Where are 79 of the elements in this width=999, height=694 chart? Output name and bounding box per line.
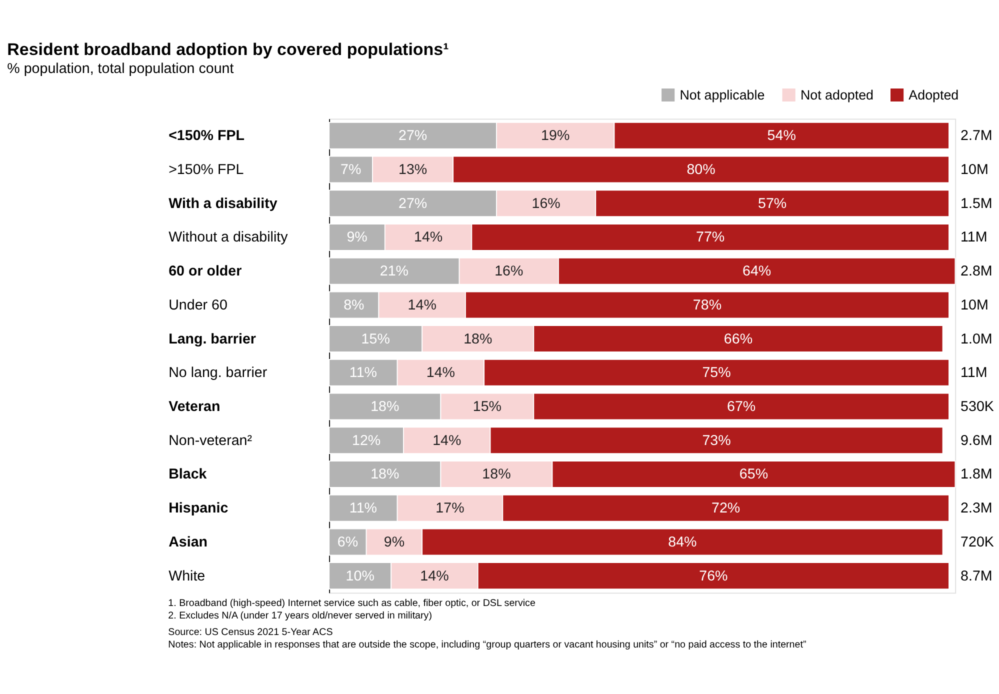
data-label: 18% [370,466,400,483]
data-label: 72% [712,500,740,517]
data-label: 14% [432,432,462,449]
data-label: 15% [472,398,502,415]
data-label: 6% [337,534,358,550]
y-tick-label: Without a disability [168,230,289,246]
data-label: 19% [541,128,570,144]
data-label: 78% [692,297,722,314]
y2-tick-label: 8.7M [960,568,992,584]
y2-tick-label: 1.0M [960,331,992,348]
y-tick-label: With a disability [168,196,278,212]
data-label: 11% [349,365,378,382]
data-label: 13% [398,162,428,178]
data-label: 27% [398,128,428,144]
y2-tick-label: 2.8M [960,264,992,280]
y2-tick-label: 10M [960,297,988,314]
data-label: 76% [699,568,728,584]
data-label: 14% [420,568,450,584]
y-tick-label: Non-veteran² [168,432,252,449]
data-label: 18% [464,331,492,348]
data-label: 27% [398,196,428,212]
data-label: 64% [742,264,772,280]
data-label: 84% [668,534,698,550]
data-label: 10% [346,568,375,584]
data-label: 18% [482,466,512,483]
chart-title: Resident broadband adoption by covered populations¹ [7,40,450,60]
y2-tick-label: 720K [960,534,994,550]
y2-tick-label: 1.8M [960,466,992,483]
y2-tick-label: 530K [960,398,994,415]
data-label: 75% [702,365,732,382]
data-label: 16% [532,196,561,212]
data-label: 73% [702,432,732,449]
data-label: 65% [739,466,768,483]
y2-tick-label: 9.6M [960,432,992,449]
y2-tick-label: 2.3M [960,500,992,517]
data-label: 7% [340,162,362,178]
data-label: 14% [408,297,437,314]
text: Notes: Not applicable in responses that are outside the scope, including “group quarters or vacant housing units” or “no paid access to the internet” [168,639,806,650]
data-label: 80% [686,162,716,178]
y-tick-label: Lang. barrier [168,331,256,348]
data-label: 9% [384,534,405,550]
data-label: 66% [724,331,753,348]
y2-tick-label: 10M [960,162,988,178]
y2-tick-label: 2.7M [960,128,992,144]
y2-tick-label: 1.5M [960,196,992,212]
data-label: 67% [727,398,756,415]
source-note: Source: US Census 2021 5-Year ACS [168,626,334,638]
y-tick-label: No lang. barrier [168,365,268,382]
data-label: 14% [414,230,443,246]
data-label: 77% [696,230,725,246]
data-label: 11% [349,500,378,517]
y-tick-label: Hispanic [168,500,228,517]
y-tick-label: <150% FPL [168,128,245,144]
data-label: 18% [370,398,400,415]
data-label: 21% [380,264,409,280]
y-tick-label: >150% FPL [168,162,244,178]
y2-tick-label: 11M [960,365,988,382]
data-label: 16% [494,264,524,280]
y-tick-label: Veteran [168,398,220,415]
y-tick-label: Under 60 [168,297,228,314]
data-label: 12% [352,432,381,449]
y-tick-label: White [168,568,206,584]
y-tick-label: Asian [168,534,208,550]
text: 1. Broadband (high-speed) Internet service such as cable, fiber optic, or DSL service [168,598,536,610]
data-label: 57% [758,196,787,212]
text: % population, total population count [7,61,234,78]
data-label: 17% [436,500,465,517]
legend-label: Adopted [908,87,959,102]
legend-label: Not applicable [680,87,765,102]
data-label: 9% [346,230,368,246]
text: 2. Excludes N/A (under 17 years old/never served in military) [168,610,432,622]
y-tick-label: Black [168,466,207,483]
data-label: 15% [361,331,390,348]
data-label: 54% [767,128,796,144]
data-label: 8% [344,297,365,314]
legend-label: Not adopted [800,87,874,102]
y2-tick-label: 11M [960,230,988,246]
data-label: 14% [426,365,456,382]
y-tick-label: 60 or older [168,264,242,280]
